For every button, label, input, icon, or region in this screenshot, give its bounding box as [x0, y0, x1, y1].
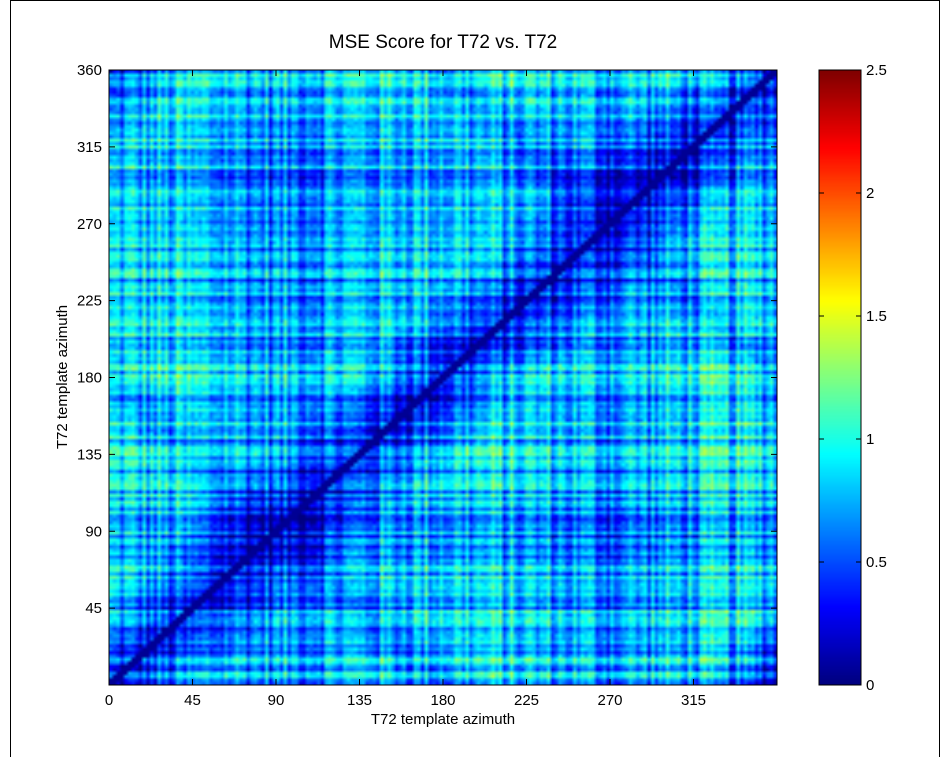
x-tick-label: 0	[105, 692, 113, 709]
colorbar-tick-label: 0	[866, 677, 874, 694]
colorbar-gradient	[819, 70, 861, 685]
x-tick-label: 135	[347, 692, 372, 709]
y-tick-label: 360	[77, 62, 102, 79]
x-tick-label: 270	[597, 692, 622, 709]
y-axis-ticks: 45 90 135 180 225 270 315 360	[77, 62, 777, 617]
colorbar-tick-label: 0.5	[866, 554, 887, 571]
x-tick-label: 180	[430, 692, 455, 709]
colorbar-tick-label: 1.5	[866, 308, 887, 325]
figure-frame	[10, 0, 940, 757]
colorbar: 0 0.5 1 1.5 2 2.5	[818, 62, 887, 694]
colorbar-border	[818, 69, 862, 686]
x-tick-label: 90	[268, 692, 285, 709]
colorbar-ticks: 0 0.5 1 1.5 2 2.5	[819, 62, 887, 694]
x-axis-ticks: 0 45 90 135 180 225 270 315	[105, 70, 706, 709]
colorbar-tick-label: 2.5	[866, 62, 887, 79]
x-tick-label: 45	[184, 692, 201, 709]
colorbar-tick-label: 2	[866, 185, 874, 202]
colorbar-tick-label: 1	[866, 431, 874, 448]
y-tick-label: 225	[77, 293, 102, 310]
chart-title: MSE Score for T72 vs. T72	[329, 32, 557, 53]
x-tick-label: 315	[681, 692, 706, 709]
y-tick-label: 90	[85, 523, 102, 540]
y-tick-label: 315	[77, 139, 102, 156]
y-tick-label: 180	[77, 370, 102, 387]
y-axis-label: T72 template azimuth	[54, 305, 71, 449]
heatmap-plot-area	[108, 69, 778, 686]
y-tick-label: 45	[85, 600, 102, 617]
y-tick-label: 270	[77, 216, 102, 233]
heatmap-image	[109, 70, 777, 685]
x-tick-label: 225	[514, 692, 539, 709]
y-tick-label: 135	[77, 446, 102, 463]
x-axis-label: T72 template azimuth	[371, 711, 515, 728]
